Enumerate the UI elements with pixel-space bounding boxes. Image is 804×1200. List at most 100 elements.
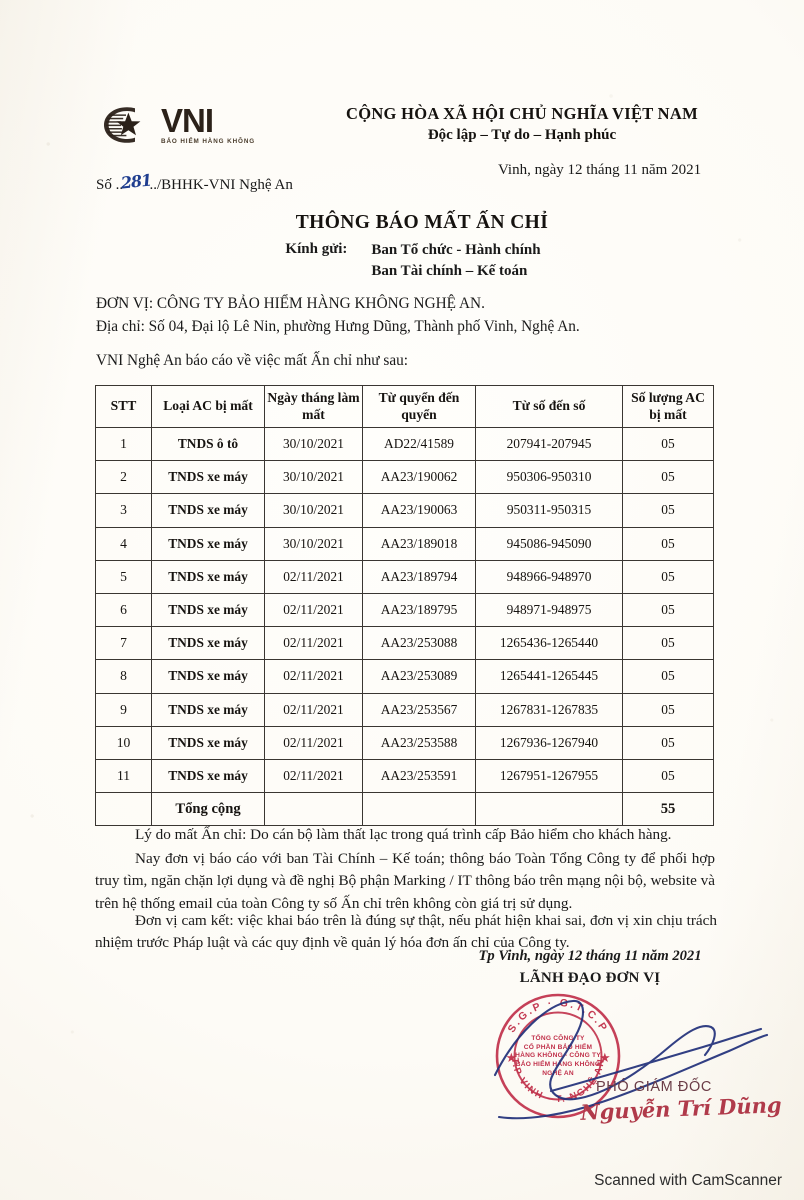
table-row: 1 TNDS ô tô 30/10/2021 AD22/41589 207941… [95, 426, 714, 462]
cell-book: AA23/189795 [362, 592, 476, 628]
cell-serial: 948971-948975 [475, 592, 623, 628]
national-heading: CỘNG HÒA XÃ HỘI CHỦ NGHĨA VIỆT NAM Độc l… [300, 104, 804, 144]
total-empty-date [264, 792, 363, 827]
cell-qty: 05 [622, 493, 714, 528]
svg-text:★: ★ [506, 1050, 518, 1065]
place-date: Vinh, ngày 12 tháng 11 năm 2021 [498, 162, 702, 178]
signature-block: Tp Vinh, ngày 12 tháng 11 năm 2021 LÃNH … [440, 948, 740, 987]
national-title: CỘNG HÒA XÃ HỘI CHỦ NGHĨA VIỆT NAM [345, 104, 698, 123]
so-handwritten-number: 281 [119, 170, 153, 193]
seal-line-2: CỔ PHẦN BẢO HIỂM [523, 1043, 593, 1051]
cell-type: TNDS ô tô [151, 426, 265, 462]
report-intro: VNI Nghệ An báo cáo về việc mất Ấn chỉ n… [96, 352, 409, 369]
table-row: 2 TNDS xe máy 30/10/2021 AA23/190062 950… [95, 460, 714, 495]
cell-type: TNDS xe máy [151, 758, 265, 794]
cell-type: TNDS xe máy [151, 592, 265, 628]
signature-role: LÃNH ĐẠO ĐƠN VỊ [519, 970, 661, 986]
col-header-book: Từ quyển đến quyển [362, 385, 476, 428]
so-prefix: Số .. [96, 177, 124, 193]
cell-date: 02/11/2021 [264, 626, 363, 661]
table-body: 1 TNDS ô tô 30/10/2021 AD22/41589 207941… [95, 426, 714, 827]
letterhead: VNI BẢO HIỂM HÀNG KHÔNG CỘNG HÒA XÃ HỘI … [0, 104, 804, 146]
signature-date: Tp Vinh, ngày 12 tháng 11 năm 2021 [478, 948, 702, 964]
signer-position: PHÓ GIÁM ĐỐC [596, 1079, 712, 1095]
vni-tagline: BẢO HIỂM HÀNG KHÔNG [161, 137, 256, 145]
cell-book: AA23/253089 [362, 659, 476, 694]
cell-qty: 05 [622, 659, 714, 694]
cell-stt: 3 [95, 493, 152, 528]
total-empty-stt [95, 792, 152, 827]
cell-stt: 5 [95, 559, 152, 594]
cell-serial: 1265441-1265445 [475, 659, 623, 694]
cell-qty: 05 [622, 725, 714, 760]
cell-type: TNDS xe máy [151, 626, 265, 661]
cell-book: AA23/253088 [362, 626, 476, 661]
cell-book: AA23/190062 [362, 460, 476, 495]
col-header-type: Loại AC bị mất [151, 385, 265, 428]
table-row: 3 TNDS xe máy 30/10/2021 AA23/190063 950… [95, 493, 714, 528]
document-title: THÔNG BÁO MẤT ẤN CHỈ [295, 212, 549, 233]
vni-word: VNI [161, 102, 214, 140]
svg-text:T.P VINH - T. NGHỆ AN: T.P VINH - T. NGHỆ AN [509, 1057, 607, 1105]
seal-line-3: HÀNG KHÔNG - CÔNG TY [515, 1052, 601, 1060]
svg-text:★: ★ [599, 1050, 611, 1065]
recipient-1: Ban Tổ chức - Hành chính [371, 242, 541, 258]
kinh-gui-label: Kính gửi: [285, 241, 348, 257]
cell-qty: 05 [622, 526, 714, 561]
cell-serial: 1267936-1267940 [475, 725, 623, 760]
total-empty-serial [475, 792, 623, 827]
cell-date: 02/11/2021 [264, 659, 363, 694]
paragraph-reason: Lý do mất Ấn chỉ: Do cán bộ làm thất lạc… [135, 826, 672, 843]
cell-type: TNDS xe máy [151, 493, 265, 528]
camscanner-watermark: Scanned with CamScanner [594, 1172, 782, 1189]
cell-qty: 05 [622, 559, 714, 594]
cell-stt: 9 [95, 692, 152, 727]
cell-date: 30/10/2021 [264, 426, 363, 462]
table-row: 5 TNDS xe máy 02/11/2021 AA23/189794 948… [95, 559, 714, 594]
table-row: 11 TNDS xe máy 02/11/2021 AA23/253591 12… [95, 758, 714, 794]
cell-stt: 4 [95, 526, 152, 561]
cell-type: TNDS xe máy [151, 460, 265, 495]
national-motto: Độc lập – Tự do – Hạnh phúc [427, 127, 617, 143]
cell-qty: 05 [622, 758, 714, 794]
col-header-serial: Từ số đến số [475, 385, 623, 428]
lost-forms-table: STT Loại AC bị mất Ngày tháng làm mất Từ… [95, 385, 714, 827]
table-total-row: Tổng cộng 55 [95, 792, 714, 827]
table-row: 9 TNDS xe máy 02/11/2021 AA23/253567 126… [95, 692, 714, 727]
total-qty: 55 [622, 792, 714, 827]
seal-line-1: TỔNG CÔNG TY [531, 1034, 585, 1042]
unit-name: ĐƠN VỊ: CÔNG TY BẢO HIỂM HÀNG KHÔNG NGHỆ… [96, 295, 485, 312]
seal-line-5: NGHỆ AN [542, 1069, 574, 1077]
col-header-stt: STT [95, 385, 152, 428]
signer-name: Nguyễn Trí Dũng [580, 1092, 782, 1125]
cell-date: 30/10/2021 [264, 493, 363, 528]
cell-serial: 1267831-1267835 [475, 692, 623, 727]
cell-date: 02/11/2021 [264, 592, 363, 628]
seal-line-4: BẢO HIỂM HÀNG KHÔNG [515, 1061, 601, 1069]
cell-qty: 05 [622, 626, 714, 661]
cell-serial: 950306-950310 [475, 460, 623, 495]
paragraph-report: Nay đơn vị báo cáo với ban Tài Chính – K… [95, 850, 715, 912]
paragraph-commitment: Đơn vị cam kết: việc khai báo trên là đú… [95, 912, 717, 952]
cell-serial: 1265436-1265440 [475, 626, 623, 661]
cell-stt: 8 [95, 659, 152, 694]
recipients-block: Kính gửi: Ban Tổ chức - Hành chính Ban T… [0, 240, 804, 283]
cell-book: AA23/190063 [362, 493, 476, 528]
col-header-date: Ngày tháng làm mất [264, 385, 363, 428]
table-header-row: STT Loại AC bị mất Ngày tháng làm mất Từ… [95, 385, 714, 428]
so-suffix: ../BHHK-VNI Nghệ An [149, 177, 293, 193]
cell-stt: 7 [95, 626, 152, 661]
cell-book: AD22/41589 [362, 426, 476, 462]
svg-text:S.G.P · G.T.C.P: S.G.P · G.T.C.P [506, 997, 611, 1035]
table-row: 10 TNDS xe máy 02/11/2021 AA23/253588 12… [95, 725, 714, 760]
cell-book: AA23/253588 [362, 725, 476, 760]
cell-book: AA23/253591 [362, 758, 476, 794]
cell-stt: 10 [95, 725, 152, 760]
cell-qty: 05 [622, 592, 714, 628]
cell-date: 02/11/2021 [264, 692, 363, 727]
table-row: 6 TNDS xe máy 02/11/2021 AA23/189795 948… [95, 592, 714, 628]
unit-address: Địa chỉ: Số 04, Đại lộ Lê Nin, phường Hư… [96, 318, 580, 336]
cell-serial: 945086-945090 [475, 526, 623, 561]
total-label: Tổng cộng [151, 792, 265, 827]
lost-forms-table-wrapper: STT Loại AC bị mất Ngày tháng làm mất Từ… [95, 385, 714, 827]
